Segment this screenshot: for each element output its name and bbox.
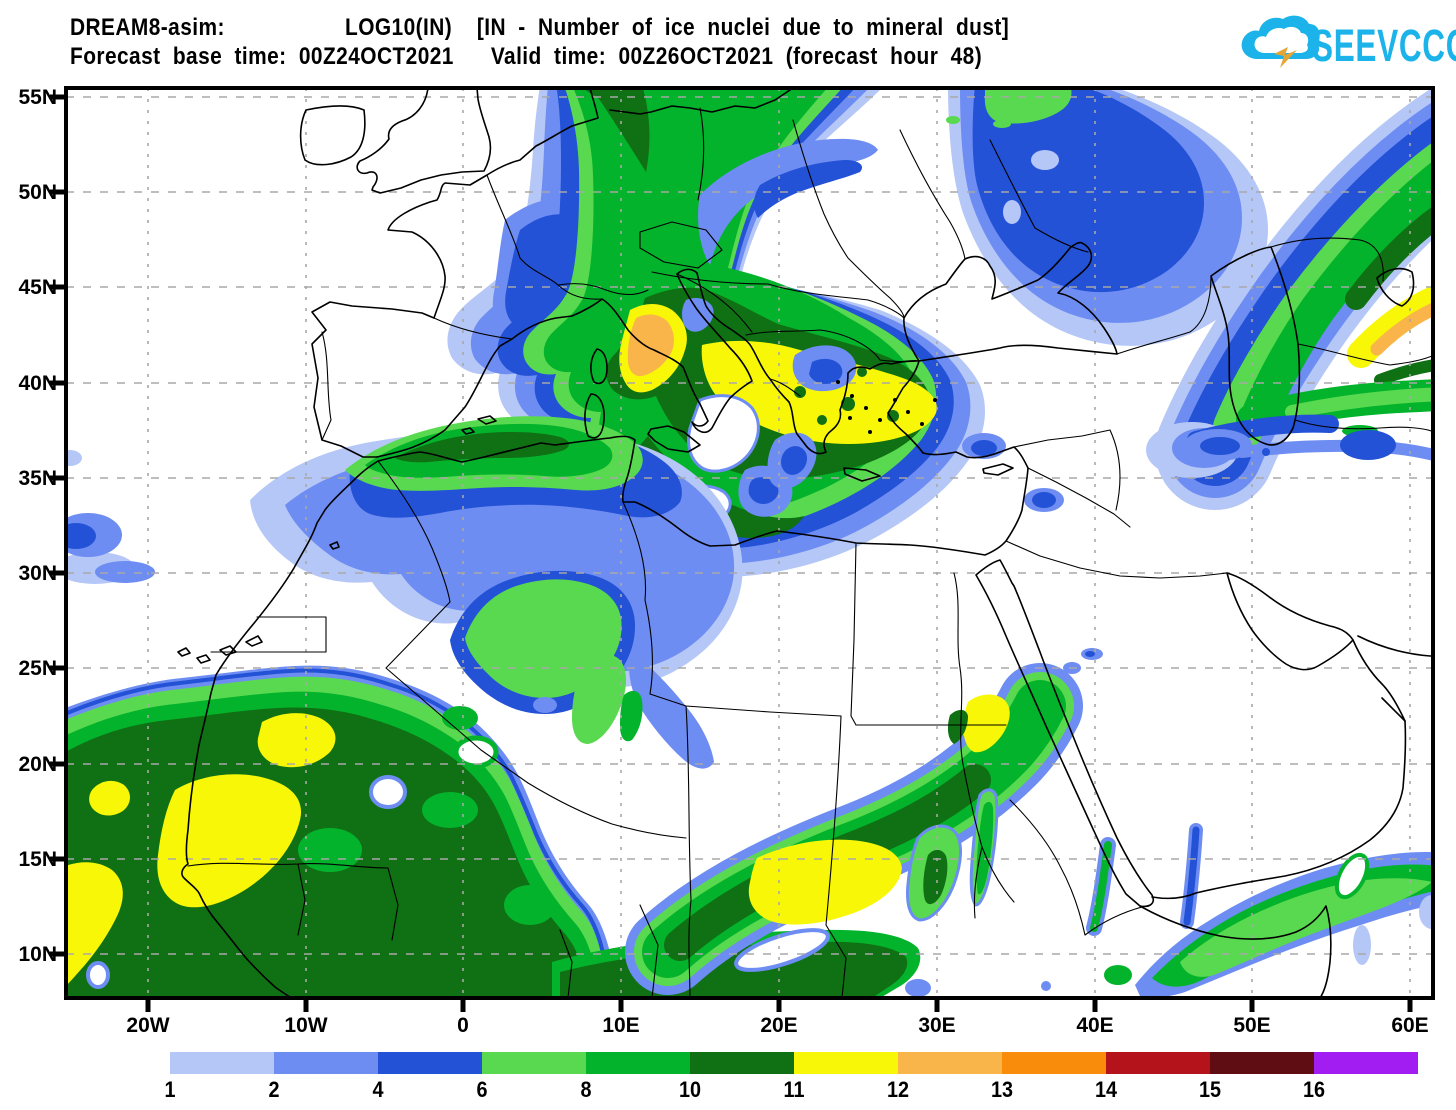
colorbar-tick-label: 11	[783, 1077, 805, 1102]
seevccc-logo: SEEVCCC	[1238, 12, 1456, 72]
lat-label: 10N	[18, 943, 57, 966]
region-northwest-africa	[250, 416, 743, 769]
colorbar-segment	[1314, 1052, 1418, 1074]
model-name: DREAM8-asim:	[70, 14, 225, 41]
region-west-africa	[68, 665, 616, 996]
lat-label: 25N	[18, 657, 57, 680]
colorbar-segment	[1002, 1052, 1106, 1074]
country-borders	[187, 107, 1432, 996]
colorbar-tick-label: 12	[886, 1077, 910, 1102]
coastlines	[177, 90, 1432, 996]
colorbar-segment	[170, 1052, 274, 1074]
region-red-sea-slivers	[1086, 823, 1203, 936]
colorbar-labels: 1 2 4 6 8 10 11 12 13 14 15 16	[164, 1074, 1418, 1102]
lat-ticks	[50, 94, 66, 957]
colorbar-segment	[1210, 1052, 1314, 1074]
lon-label: 10W	[284, 1014, 327, 1037]
region-poland-arcs	[698, 138, 878, 392]
lat-label: 50N	[18, 181, 57, 204]
lon-ticks	[145, 998, 1413, 1012]
cloud-lightning-icon	[1241, 15, 1320, 68]
lat-label: 15N	[18, 848, 57, 871]
colorbar-segment	[378, 1052, 482, 1074]
map-frame	[50, 86, 1435, 1012]
colorbar-tick-label: 2	[268, 1077, 280, 1102]
lon-label: 40E	[1076, 1014, 1113, 1037]
colorbar-segment	[690, 1052, 794, 1074]
lat-label: 30N	[18, 562, 57, 585]
axis-labels: 55N 50N 45N 40N 35N 30N 25N 20N 15N 10N …	[18, 86, 1428, 1037]
colorbar-tick-label: 10	[678, 1077, 702, 1102]
colorbar-tick-label: 16	[1302, 1077, 1326, 1102]
colorbar-segment	[1106, 1052, 1210, 1074]
aegean-islands	[836, 380, 937, 434]
lon-label: 30E	[918, 1014, 955, 1037]
lon-label: 50E	[1233, 1014, 1270, 1037]
region-russia-blob	[946, 90, 1432, 346]
lat-label: 55N	[18, 86, 57, 109]
logo-text: SEEVCCC	[1312, 20, 1456, 71]
lon-label: 20E	[760, 1014, 797, 1037]
colorbar: 1 2 4 6 8 10 11 12 13 14 15 16	[164, 1052, 1418, 1102]
colorbar-tick-label: 13	[990, 1077, 1014, 1102]
colorbar-segment	[274, 1052, 378, 1074]
colorbar-segment	[586, 1052, 690, 1074]
lat-label: 40N	[18, 372, 57, 395]
region-southeast-band	[1104, 852, 1432, 996]
colorbar-tick-label: 15	[1198, 1077, 1222, 1102]
region-atlantic-blobs	[68, 450, 155, 584]
colorbar-segments	[170, 1052, 1418, 1074]
lat-label: 20N	[18, 753, 57, 776]
lon-label: 0	[457, 1014, 469, 1037]
colorbar-segment	[482, 1052, 586, 1074]
region-chad-sudan-band	[625, 663, 1083, 995]
forecast-times: Forecast base time: 00Z24OCT2021 Valid t…	[70, 43, 983, 70]
lon-label: 10E	[602, 1014, 639, 1037]
colorbar-tick-label: 6	[476, 1077, 488, 1102]
colorbar-tick-label: 1	[164, 1077, 176, 1102]
colorbar-tick-label: 8	[580, 1077, 592, 1102]
lon-label: 60E	[1391, 1014, 1428, 1037]
region-middle-east-spots	[962, 429, 1270, 674]
region-europe-mediterranean	[447, 90, 985, 578]
colorbar-tick-label: 14	[1094, 1077, 1118, 1102]
colorbar-tick-label: 4	[372, 1077, 384, 1102]
colorbar-segment	[794, 1052, 898, 1074]
lon-label: 20W	[126, 1014, 169, 1037]
lat-label: 45N	[18, 276, 57, 299]
product-title: LOG10(IN) [IN - Number of ice nuclei due…	[345, 14, 1010, 41]
lat-label: 35N	[18, 467, 57, 490]
shaded-regions	[68, 90, 1432, 996]
colorbar-segment	[898, 1052, 1002, 1074]
